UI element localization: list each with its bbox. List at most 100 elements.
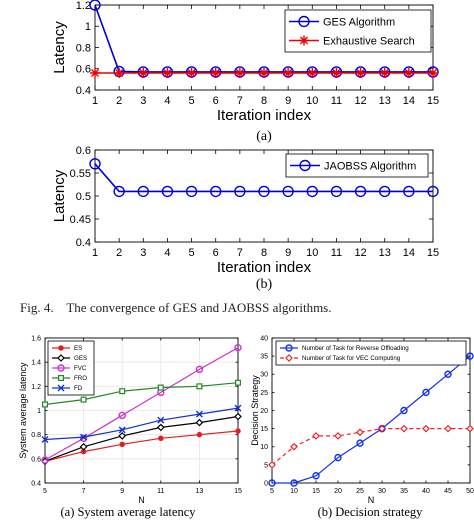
legend-marker [285, 354, 293, 362]
x-tick-label: 13 [379, 247, 391, 259]
legend-marker [57, 364, 65, 372]
x-tick-label: 2 [116, 95, 122, 107]
x-tick-label: 20 [334, 488, 342, 495]
data-point [210, 68, 221, 78]
legend-box [47, 340, 95, 396]
x-tick-label: 12 [354, 95, 366, 107]
data-point [157, 384, 164, 391]
data-point [428, 68, 438, 78]
data-point [234, 68, 245, 78]
x-tick-label: 10 [306, 95, 318, 107]
data-point [466, 352, 474, 360]
data-point [234, 185, 246, 198]
series-line-3 [44, 382, 239, 406]
legend-entry: Exhaustive Search [323, 35, 415, 47]
legend-entry: FVC [74, 365, 87, 372]
x-tick-label: 11 [157, 488, 164, 495]
y-tick-label: 15 [260, 426, 268, 433]
y-tick-label: 20 [260, 408, 268, 415]
y-tick-label: 25 [260, 390, 268, 397]
data-point [330, 185, 343, 198]
data-point [157, 416, 165, 424]
data-point [444, 370, 452, 378]
x-tick-label: 14 [403, 95, 415, 107]
data-point [312, 432, 320, 440]
data-point [379, 185, 391, 198]
data-point [161, 185, 174, 198]
series-line-2 [44, 347, 239, 461]
data-point [400, 406, 408, 415]
series-line-1 [271, 428, 470, 466]
x-tick-label: 40 [422, 488, 430, 495]
data-point [234, 404, 242, 412]
data-point [119, 388, 126, 395]
legend-marker [285, 344, 293, 352]
data-point [354, 185, 367, 198]
x-tick-label: 1 [92, 247, 98, 259]
legend-marker [299, 159, 311, 172]
data-point [422, 388, 430, 397]
y-tick-label: 0.6 [76, 64, 91, 76]
x-tick-label: 12 [354, 247, 366, 259]
data-point [80, 433, 88, 441]
series-line-0 [272, 355, 471, 484]
data-point [80, 396, 87, 403]
x-tick-label: 5 [189, 247, 195, 259]
data-point [290, 442, 298, 451]
data-point [258, 185, 270, 198]
y-tick-label: 0.5 [76, 191, 91, 203]
legend-marker [299, 35, 309, 46]
data-point [403, 68, 414, 78]
data-point [378, 424, 386, 433]
data-point [79, 434, 88, 442]
x-tick-label: 3 [140, 95, 146, 107]
x-tick-label: 14 [403, 247, 415, 259]
x-tick-label: 5 [189, 95, 195, 107]
y-tick-label: 1.2 [31, 384, 41, 391]
x-tick-label: 15 [234, 488, 242, 495]
figure-caption: Fig. 4. The convergence of GES and JAOBS… [20, 300, 332, 315]
x-tick-label: 2 [116, 247, 122, 259]
data-point [118, 411, 126, 420]
x-tick-label: 10 [306, 247, 318, 259]
data-point [306, 185, 318, 198]
x-tick-label: 11 [331, 247, 342, 259]
x-tick-label: 1 [92, 95, 98, 107]
data-point [186, 68, 197, 78]
y-tick-label: 5 [264, 462, 268, 469]
x-axis-label: N [138, 495, 145, 505]
data-point [334, 453, 342, 462]
data-point [331, 68, 342, 78]
legend-entry: FD [74, 385, 83, 392]
data-point [334, 432, 342, 440]
series-line-0 [44, 430, 239, 462]
data-point [113, 185, 125, 198]
data-point [356, 439, 364, 447]
y-tick-label: 0 [264, 480, 268, 487]
data-point [466, 424, 474, 433]
legend-box [285, 153, 429, 178]
data-point [379, 68, 390, 78]
data-point [196, 431, 203, 438]
panel-label-a: (a) [256, 129, 272, 144]
y-tick-label: 1.2 [76, 0, 91, 12]
data-point [90, 68, 100, 78]
x-tick-label: 11 [331, 95, 342, 107]
data-point [290, 479, 298, 487]
legend-entry: JAOBSS Algorithm [324, 160, 416, 172]
y-tick-label: 1 [37, 408, 41, 415]
y-axis-label: Latency [51, 169, 68, 222]
x-tick-label: 5 [43, 488, 47, 495]
x-tick-label: 4 [164, 247, 170, 259]
data-point [307, 68, 318, 78]
data-point [114, 68, 125, 78]
x-axis-label: Iteration index [217, 259, 312, 276]
data-point [400, 424, 408, 433]
x-axis-label: Iteration index [217, 107, 312, 124]
legend-marker [57, 384, 65, 392]
data-point [137, 185, 149, 198]
data-point [41, 436, 49, 443]
legend-entry: GES Algorithm [323, 16, 395, 28]
y-tick-label: 35 [260, 354, 268, 361]
